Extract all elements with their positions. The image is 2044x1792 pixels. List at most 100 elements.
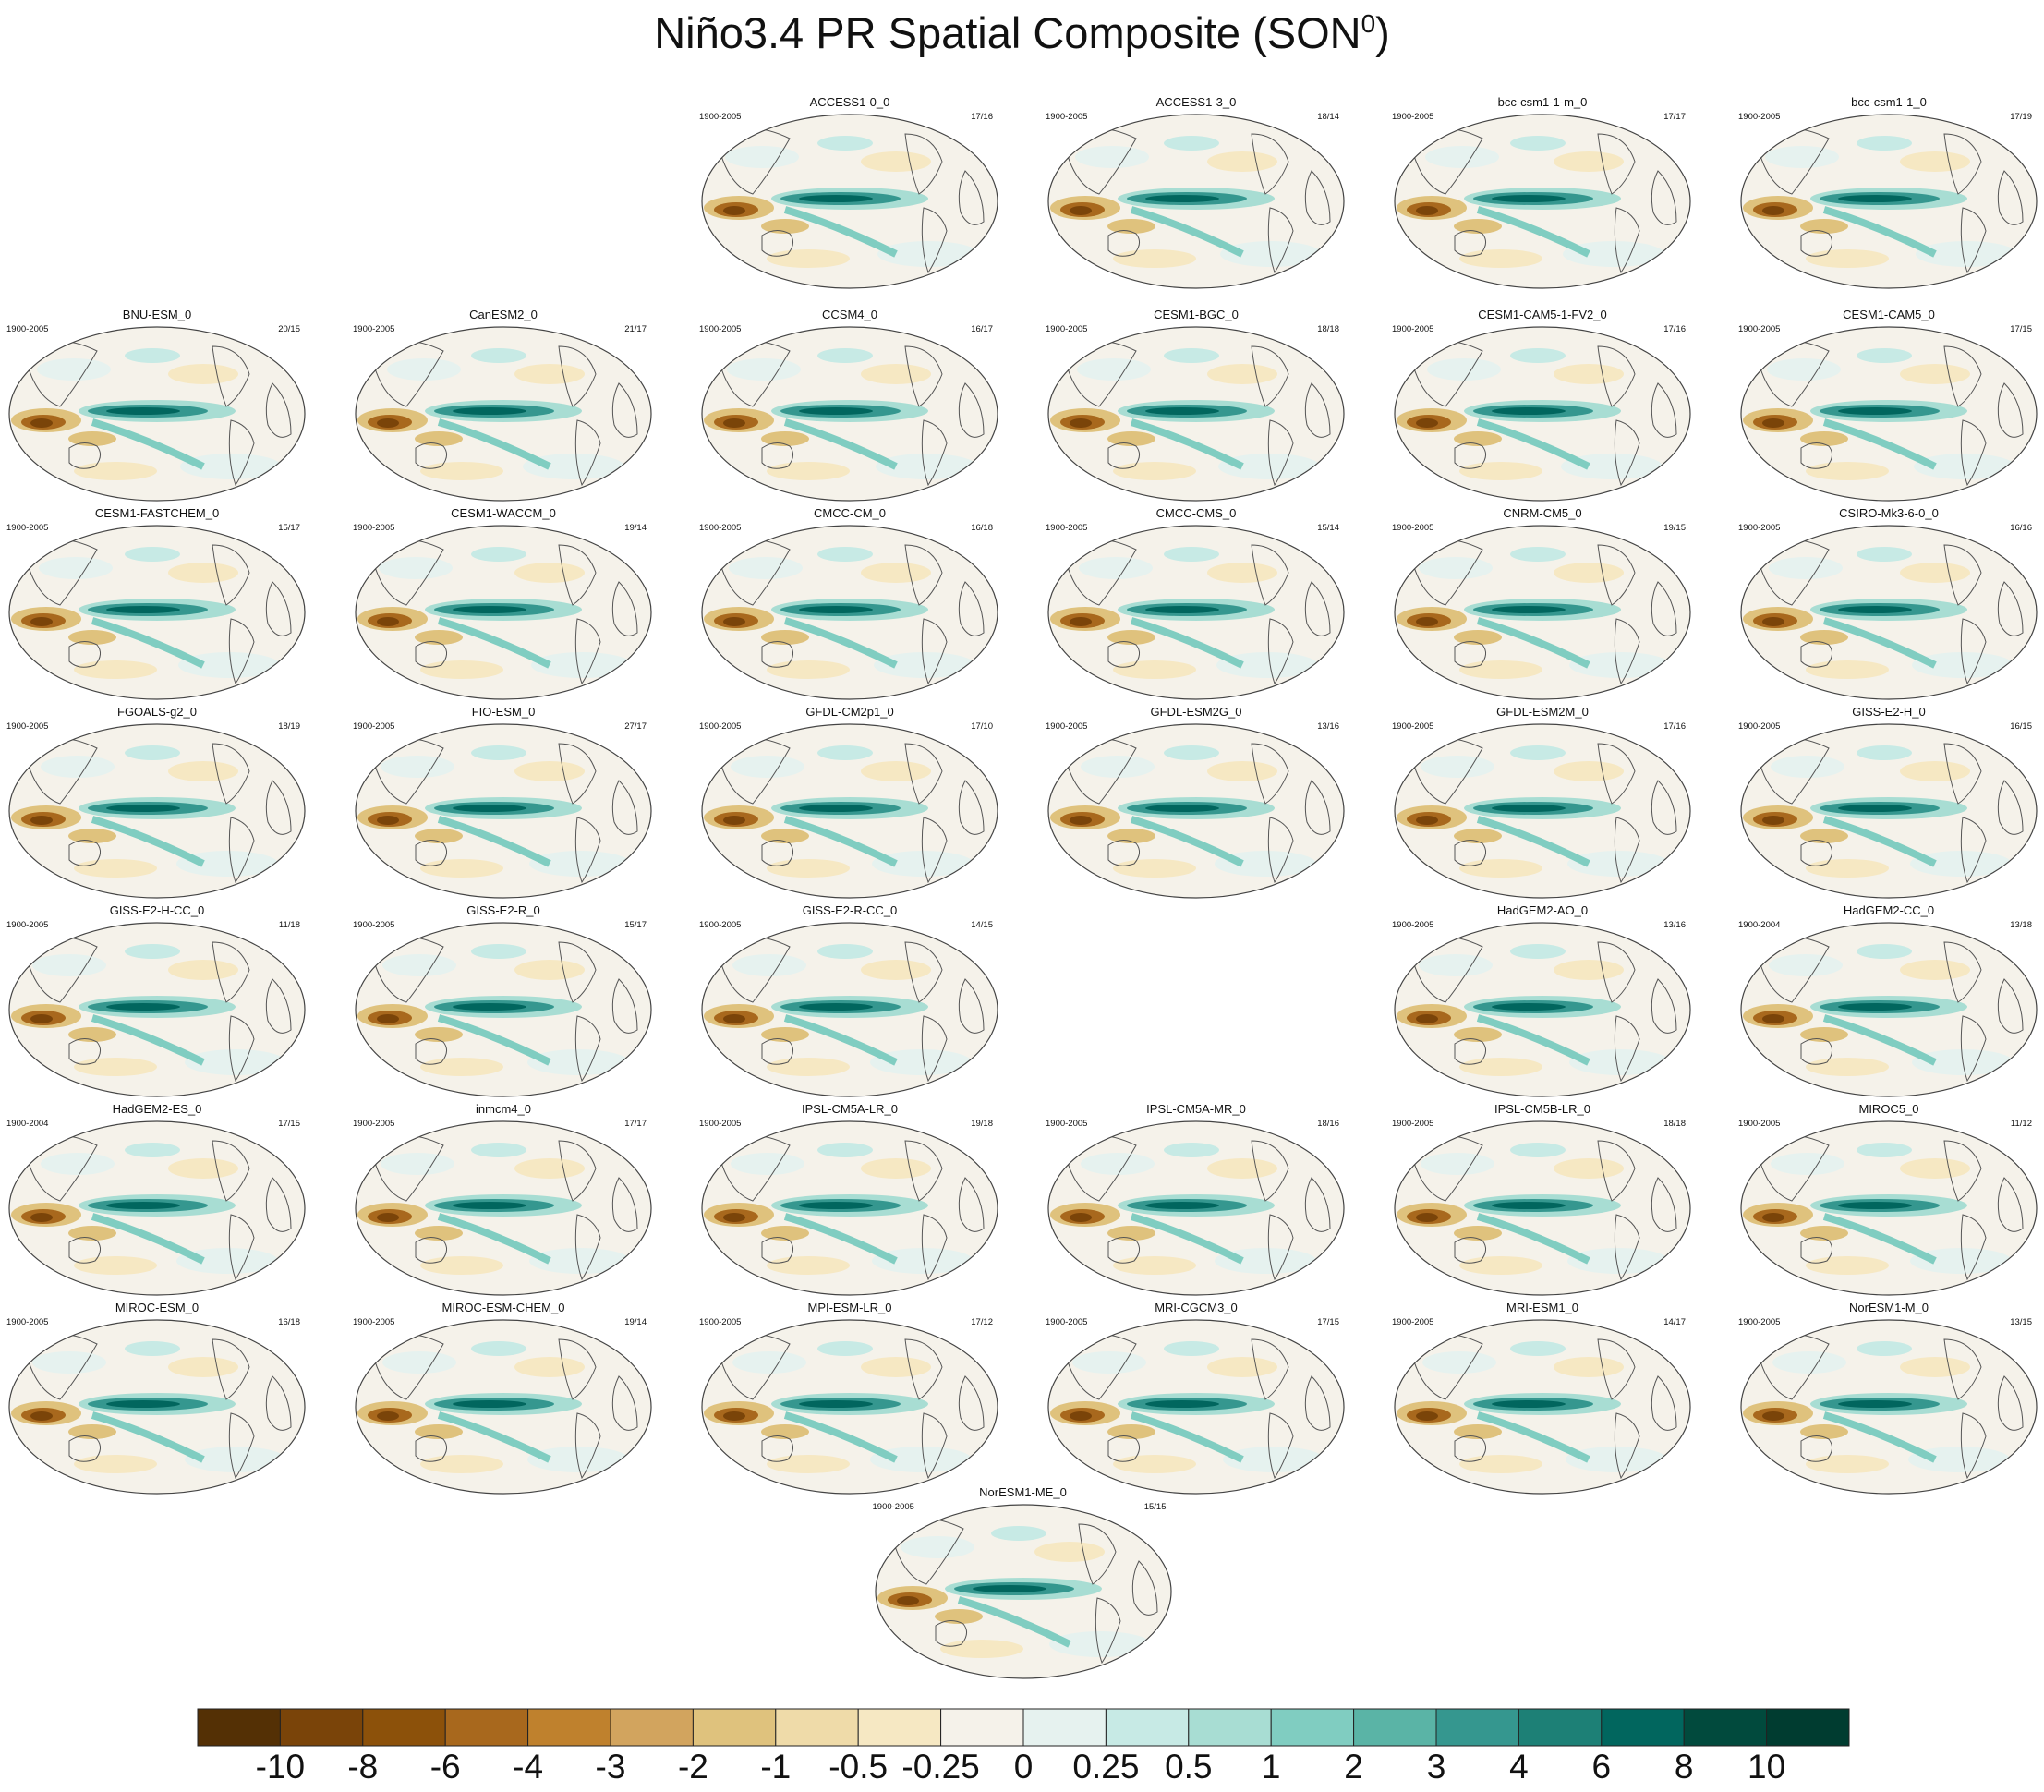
panel-years: 1900-2005 — [1392, 1317, 1434, 1327]
map-panel: HadGEM2-ES_0 1900-2004 17/15 — [5, 1102, 309, 1296]
map-plot — [701, 1319, 998, 1495]
map-panel: MIROC-ESM_0 1900-2005 16/18 — [5, 1301, 309, 1495]
map-field — [702, 923, 998, 1096]
panel-years: 1900-2005 — [6, 1317, 49, 1327]
map-field — [9, 1121, 305, 1295]
panel-years: 1900-2005 — [1046, 1317, 1088, 1327]
map-plot — [355, 723, 652, 899]
panel-title: MIROC-ESM_0 — [115, 1301, 200, 1314]
colorbar-swatch — [1766, 1708, 1850, 1747]
panel-title: inmcm4_0 — [476, 1102, 531, 1116]
panel-years: 1900-2005 — [353, 920, 395, 930]
map-panel: CESM1-FASTCHEM_0 1900-2005 15/17 — [5, 506, 309, 700]
panel-title: CESM1-FASTCHEM_0 — [94, 506, 220, 520]
panel-title: GFDL-ESM2M_0 — [1496, 705, 1589, 719]
panel-years: 1900-2005 — [353, 721, 395, 732]
panel-title: CESM1-CAM5-1-FV2_0 — [1478, 308, 1607, 321]
panel-title: CESM1-CAM5_0 — [1843, 308, 1935, 321]
map-field — [1048, 526, 1344, 699]
panel-count: 19/18 — [971, 1119, 993, 1129]
panel-title: bcc-csm1-1-m_0 — [1497, 95, 1588, 109]
map-field — [1741, 724, 2037, 898]
map-panel: BNU-ESM_0 1900-2005 20/15 — [5, 308, 309, 502]
panel-years: 1900-2005 — [699, 1119, 742, 1129]
map-field — [356, 1320, 651, 1494]
map-field — [9, 724, 305, 898]
colorbar-swatch — [197, 1708, 281, 1747]
map-field — [1395, 526, 1690, 699]
colorbar-swatch — [1353, 1708, 1437, 1747]
map-panel: GISS-E2-H-CC_0 1900-2005 11/18 — [5, 903, 309, 1097]
map-plot — [1394, 525, 1691, 700]
map-field — [1048, 724, 1344, 898]
map-field — [875, 1505, 1171, 1678]
map-field — [702, 526, 998, 699]
map-plot — [1394, 723, 1691, 899]
panel-years: 1900-2005 — [1046, 1119, 1088, 1129]
map-panel: IPSL-CM5A-LR_0 1900-2005 19/18 — [697, 1102, 1002, 1296]
map-panel: FGOALS-g2_0 1900-2005 18/19 — [5, 705, 309, 899]
map-panel: HadGEM2-CC_0 1900-2004 13/18 — [1736, 903, 2041, 1097]
panel-years: 1900-2005 — [1046, 324, 1088, 334]
panel-title: ACCESS1-3_0 — [1155, 95, 1237, 109]
map-panel: IPSL-CM5B-LR_0 1900-2005 18/18 — [1390, 1102, 1695, 1296]
map-panel: inmcm4_0 1900-2005 17/17 — [351, 1102, 656, 1296]
map-plot — [1740, 326, 2038, 502]
map-panel: CESM1-CAM5-1-FV2_0 1900-2005 17/16 — [1390, 308, 1695, 502]
map-plot — [701, 326, 998, 502]
map-plot — [1394, 326, 1691, 502]
map-field — [1395, 115, 1690, 288]
panel-count: 11/12 — [2010, 1119, 2032, 1129]
panel-count: 15/15 — [1143, 1502, 1167, 1512]
panel-title: GISS-E2-R_0 — [466, 903, 540, 917]
panel-count: 18/14 — [1317, 112, 1339, 122]
panel-years: 1900-2005 — [1738, 1317, 1781, 1327]
map-panel: CMCC-CM_0 1900-2005 16/18 — [697, 506, 1002, 700]
panel-title: CESM1-WACCM_0 — [451, 506, 556, 520]
map-field — [9, 923, 305, 1096]
panel-title: MRI-CGCM3_0 — [1155, 1301, 1238, 1314]
panel-title: CSIRO-Mk3-6-0_0 — [1839, 506, 1939, 520]
colorbar-swatch — [279, 1708, 364, 1747]
panel-count: 17/10 — [971, 721, 993, 732]
panel-title: FGOALS-g2_0 — [117, 705, 197, 719]
panel-count: 17/15 — [2010, 324, 2032, 334]
map-panel: CNRM-CM5_0 1900-2005 19/15 — [1390, 506, 1695, 700]
panel-title: CNRM-CM5_0 — [1503, 506, 1582, 520]
title-close: ) — [1375, 8, 1390, 57]
map-plot — [1047, 326, 1345, 502]
panel-title: GFDL-CM2p1_0 — [805, 705, 894, 719]
panel-years: 1900-2004 — [1738, 920, 1781, 930]
panel-title: MIROC-ESM-CHEM_0 — [441, 1301, 565, 1314]
panel-count: 18/18 — [1663, 1119, 1686, 1129]
panel-years: 1900-2005 — [1392, 1119, 1434, 1129]
colorbar-swatch — [775, 1708, 859, 1747]
map-panel: MRI-CGCM3_0 1900-2005 17/15 — [1044, 1301, 1349, 1495]
panel-count: 13/16 — [1663, 920, 1686, 930]
map-panel: bcc-csm1-1-m_0 1900-2005 17/17 — [1390, 95, 1695, 289]
panel-count: 13/18 — [2010, 920, 2032, 930]
map-field — [1395, 327, 1690, 501]
panel-count: 17/16 — [971, 112, 993, 122]
map-plot — [355, 1319, 652, 1495]
panel-years: 1900-2005 — [353, 523, 395, 533]
panel-title: HadGEM2-CC_0 — [1843, 903, 1935, 917]
map-panel: FIO-ESM_0 1900-2005 27/17 — [351, 705, 656, 899]
panel-years: 1900-2004 — [6, 1119, 49, 1129]
map-panel: NorESM1-M_0 1900-2005 13/15 — [1736, 1301, 2041, 1495]
panel-years: 1900-2005 — [1392, 721, 1434, 732]
map-field — [356, 1121, 651, 1295]
panel-years: 1900-2005 — [699, 324, 742, 334]
panel-count: 18/16 — [1317, 1119, 1339, 1129]
colorbar-swatch — [444, 1708, 529, 1747]
panel-count: 15/14 — [1317, 523, 1339, 533]
map-panel: CCSM4_0 1900-2005 16/17 — [697, 308, 1002, 502]
panel-years: 1900-2005 — [872, 1502, 914, 1512]
panel-count: 27/17 — [624, 721, 647, 732]
panel-count: 19/14 — [624, 1317, 647, 1327]
panel-count: 17/19 — [2010, 112, 2032, 122]
panel-title: FIO-ESM_0 — [471, 705, 536, 719]
map-field — [356, 327, 651, 501]
map-field — [1395, 1320, 1690, 1494]
map-plot — [701, 723, 998, 899]
